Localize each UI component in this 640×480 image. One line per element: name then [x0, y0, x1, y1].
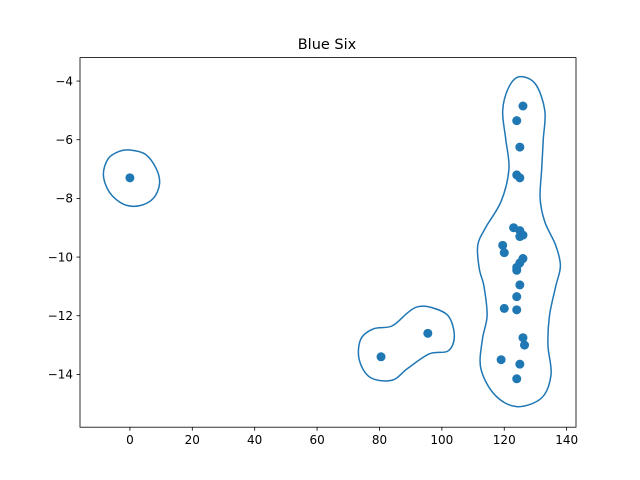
data-point	[499, 303, 509, 313]
data-point	[518, 101, 528, 111]
x-tick-label: 0	[126, 433, 134, 447]
x-tick-label: 100	[430, 433, 453, 447]
x-tick-label: 120	[493, 433, 516, 447]
x-tick-label: 140	[555, 433, 578, 447]
data-point	[498, 240, 508, 250]
y-axis: −14 −12 −10 −8 −6 −4	[48, 74, 80, 382]
data-point	[423, 328, 433, 338]
data-point	[512, 292, 522, 302]
plot-frame	[79, 57, 577, 428]
data-point	[515, 142, 525, 152]
data-point	[499, 248, 509, 258]
points-layer	[125, 101, 530, 384]
data-point	[512, 116, 522, 126]
data-point	[125, 173, 135, 183]
chart-title: Blue Six	[298, 37, 357, 53]
data-point	[512, 265, 522, 275]
x-tick-label: 40	[247, 433, 262, 447]
contour-1	[357, 305, 456, 382]
y-tick-label: −6	[55, 133, 73, 147]
contour-layer	[102, 75, 562, 408]
x-tick-label: 20	[185, 433, 200, 447]
y-tick-label: −4	[55, 74, 73, 88]
data-point	[515, 280, 525, 290]
data-point	[512, 374, 522, 384]
x-tick-label: 80	[372, 433, 387, 447]
y-tick-label: −10	[48, 250, 73, 264]
data-point	[376, 352, 386, 362]
data-point	[515, 232, 525, 242]
y-tick-label: −8	[55, 192, 73, 206]
data-point	[518, 333, 528, 343]
x-tick-label: 60	[309, 433, 324, 447]
y-tick-label: −12	[48, 309, 73, 323]
data-point	[520, 340, 530, 350]
data-point	[515, 359, 525, 369]
x-axis: 0 20 40 60 80 100 120 140	[126, 427, 578, 447]
contour-2	[476, 75, 562, 408]
contour-0	[102, 149, 161, 208]
data-point	[496, 355, 506, 365]
data-point	[512, 305, 522, 315]
y-tick-label: −14	[48, 368, 73, 382]
data-point	[515, 173, 525, 183]
